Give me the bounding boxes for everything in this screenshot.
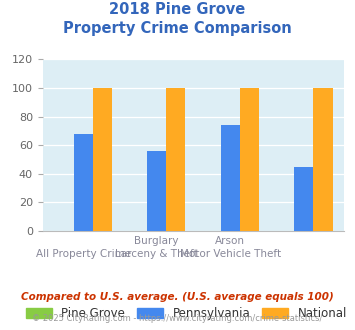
Bar [313, 88, 333, 231]
Text: 2018 Pine Grove: 2018 Pine Grove [109, 2, 246, 16]
Bar [294, 167, 313, 231]
Text: Larceny & Theft: Larceny & Theft [115, 249, 198, 259]
Text: Motor Vehicle Theft: Motor Vehicle Theft [180, 249, 281, 259]
Bar [73, 134, 93, 231]
Text: Property Crime Comparison: Property Crime Comparison [63, 21, 292, 36]
Text: Burglary: Burglary [135, 236, 179, 246]
Text: Compared to U.S. average. (U.S. average equals 100): Compared to U.S. average. (U.S. average … [21, 292, 334, 302]
Bar [93, 88, 112, 231]
Text: All Property Crime: All Property Crime [36, 249, 131, 259]
Bar [147, 151, 166, 231]
Bar [240, 88, 259, 231]
Bar [221, 125, 240, 231]
Text: Arson: Arson [215, 236, 245, 246]
Bar [166, 88, 185, 231]
Legend: Pine Grove, Pennsylvania, National: Pine Grove, Pennsylvania, National [21, 302, 352, 325]
Text: © 2025 CityRating.com - https://www.cityrating.com/crime-statistics/: © 2025 CityRating.com - https://www.city… [32, 314, 323, 323]
